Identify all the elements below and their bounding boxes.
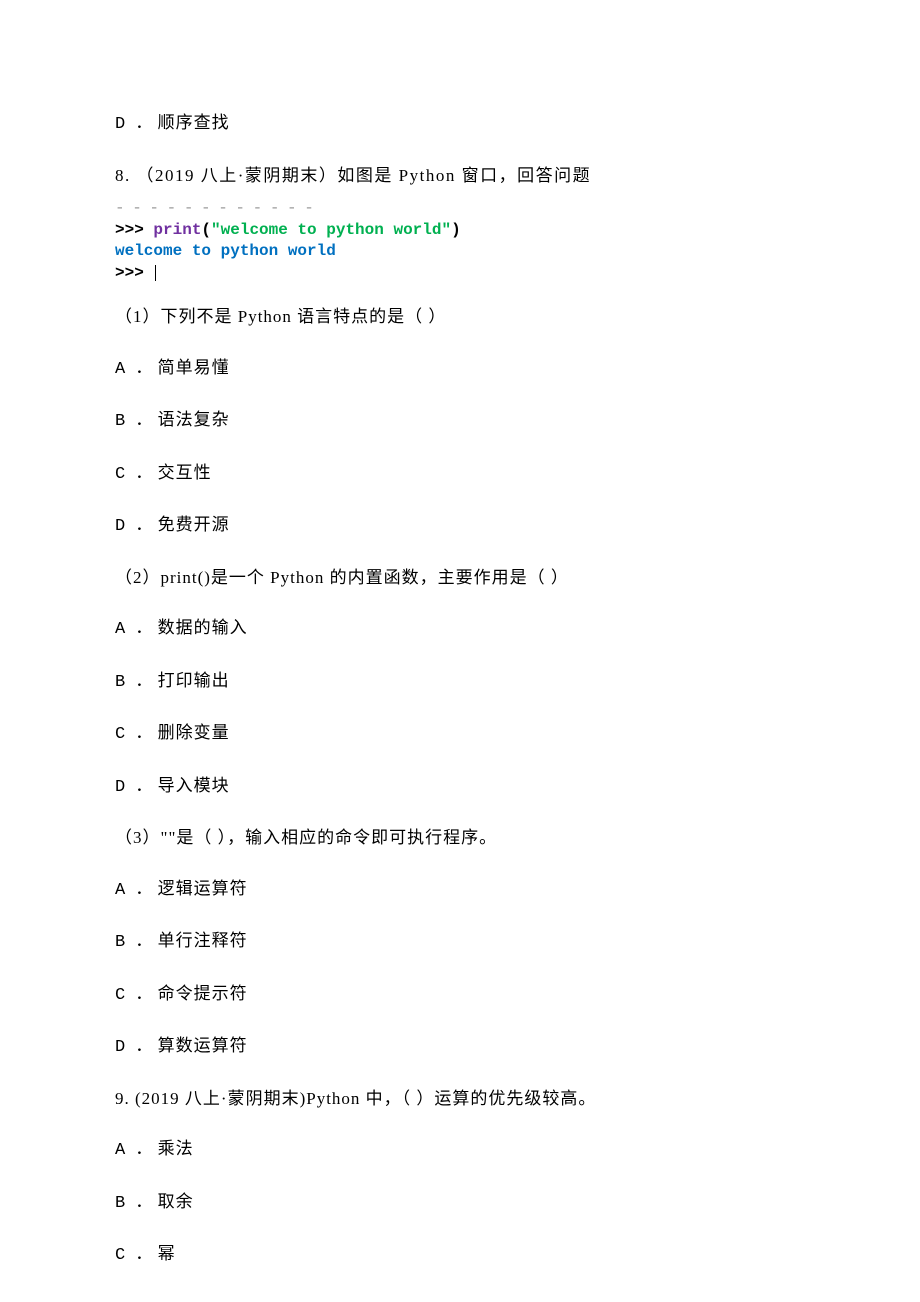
code-string: "welcome to python world" xyxy=(211,221,451,239)
q7-option-d: D ． 顺序查找 xyxy=(115,110,805,138)
option-label: D ． xyxy=(115,1038,152,1057)
option-text: 算数运算符 xyxy=(158,1036,248,1055)
q8-sub3-option-a: A ． 逻辑运算符 xyxy=(115,876,805,904)
option-text: 幂 xyxy=(158,1244,176,1263)
q8-sub2-option-c: C ． 删除变量 xyxy=(115,720,805,748)
q8-source: （2019 八上·蒙阴期末） xyxy=(137,166,338,185)
q8-stem: 8. （2019 八上·蒙阴期末）如图是 Python 窗口，回答问题 xyxy=(115,163,805,189)
option-text: 导入模块 xyxy=(158,776,230,795)
option-label: D ． xyxy=(115,778,152,797)
q9-option-b: B ． 取余 xyxy=(115,1189,805,1217)
option-text: 乘法 xyxy=(158,1139,194,1158)
q8-sub2-option-b: B ． 打印输出 xyxy=(115,668,805,696)
code-output: welcome to python world xyxy=(115,242,336,260)
option-text: 单行注释符 xyxy=(158,931,248,950)
option-label: C ． xyxy=(115,465,152,484)
option-label: B ． xyxy=(115,673,152,692)
q8-sub2-option-d: D ． 导入模块 xyxy=(115,773,805,801)
code-paren-close: ) xyxy=(451,221,461,239)
q8-sub1-option-c: C ． 交互性 xyxy=(115,460,805,488)
code-prompt: >>> xyxy=(115,221,153,239)
q9-stem-text: Python 中，（ ）运算的优先级较高。 xyxy=(306,1089,596,1108)
q8-sub3-option-b: B ． 单行注释符 xyxy=(115,928,805,956)
q8-sub2-option-a: A ． 数据的输入 xyxy=(115,615,805,643)
option-label: B ． xyxy=(115,412,152,431)
option-text: 命令提示符 xyxy=(158,984,248,1003)
option-label: C ． xyxy=(115,725,152,744)
option-text: 语法复杂 xyxy=(158,410,230,429)
code-prompt-2: >>> xyxy=(115,264,153,282)
q8-sub2-stem: （2）print()是一个 Python 的内置函数，主要作用是（ ） xyxy=(115,565,805,591)
option-text: 逻辑运算符 xyxy=(158,879,248,898)
option-text: 打印输出 xyxy=(158,671,230,690)
option-label: D ． xyxy=(115,115,152,134)
option-label: C ． xyxy=(115,986,152,1005)
option-label: A ． xyxy=(115,1141,152,1160)
option-text: 交互性 xyxy=(158,463,212,482)
q8-number: 8. xyxy=(115,166,131,185)
option-label: A ． xyxy=(115,360,152,379)
q8-stem-text: 如图是 Python 窗口，回答问题 xyxy=(337,166,591,185)
q8-sub1-stem: （1）下列不是 Python 语言特点的是（ ） xyxy=(115,304,805,330)
option-label: A ． xyxy=(115,620,152,639)
code-line-1: >>> print("welcome to python world") xyxy=(115,220,805,242)
code-cursor xyxy=(155,265,156,281)
q9-stem: 9. (2019 八上·蒙阴期末)Python 中，（ ）运算的优先级较高。 xyxy=(115,1086,805,1112)
q9-option-c: C ． 幂 xyxy=(115,1241,805,1269)
option-text: 删除变量 xyxy=(158,723,230,742)
q8-sub3-stem: （3）""是（ ），输入相应的命令即可执行程序。 xyxy=(115,825,805,851)
option-label: D ． xyxy=(115,517,152,536)
option-text: 取余 xyxy=(158,1192,194,1211)
option-text: 简单易懂 xyxy=(158,358,230,377)
code-dashes: - - - - - - - - - - - - xyxy=(115,198,805,220)
option-label: C ． xyxy=(115,1246,152,1265)
q8-sub1-option-b: B ． 语法复杂 xyxy=(115,407,805,435)
q8-sub3-option-c: C ． 命令提示符 xyxy=(115,981,805,1009)
q8-sub1-option-d: D ． 免费开源 xyxy=(115,512,805,540)
option-text: 顺序查找 xyxy=(158,113,230,132)
option-label: A ． xyxy=(115,881,152,900)
option-text: 数据的输入 xyxy=(158,618,248,637)
option-label: B ． xyxy=(115,933,152,952)
q9-source: (2019 八上·蒙阴期末) xyxy=(135,1089,306,1108)
code-block: - - - - - - - - - - - - >>> print("welco… xyxy=(115,198,805,284)
q8-sub1-option-a: A ． 简单易懂 xyxy=(115,355,805,383)
code-line-3: >>> xyxy=(115,263,805,285)
q9-option-a: A ． 乘法 xyxy=(115,1136,805,1164)
option-label: B ． xyxy=(115,1194,152,1213)
q8-sub3-option-d: D ． 算数运算符 xyxy=(115,1033,805,1061)
code-line-2: welcome to python world xyxy=(115,241,805,263)
code-paren-open: ( xyxy=(201,221,211,239)
code-print-keyword: print xyxy=(153,221,201,239)
option-text: 免费开源 xyxy=(158,515,230,534)
q9-number: 9. xyxy=(115,1089,130,1108)
